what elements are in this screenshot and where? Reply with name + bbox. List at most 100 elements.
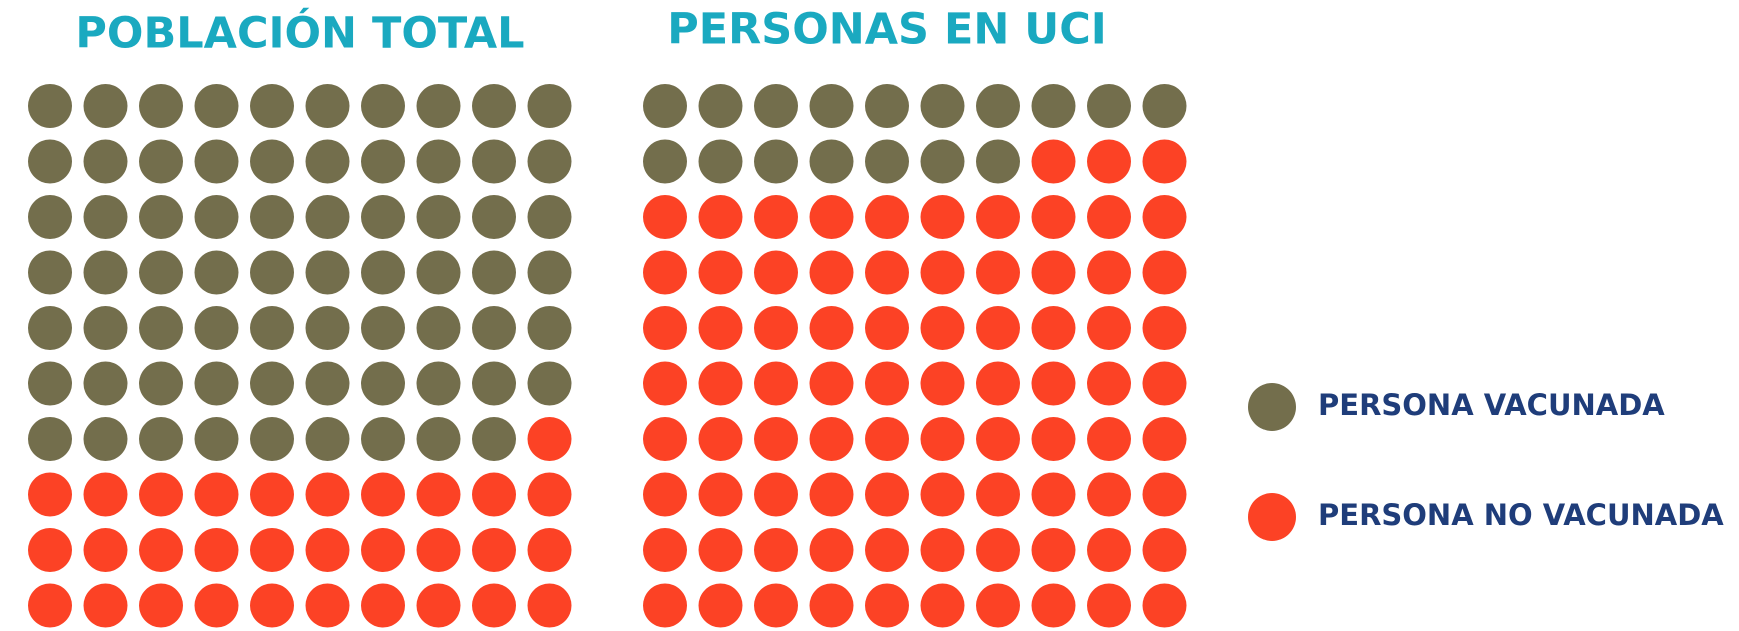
- waffle-dot: [472, 583, 516, 628]
- waffle-dot: [643, 139, 687, 184]
- waffle-dot: [28, 195, 72, 239]
- waffle-dot: [1031, 583, 1076, 628]
- waffle-dot: [1142, 361, 1187, 406]
- waffle-dot: [361, 84, 405, 128]
- waffle-dot: [83, 583, 128, 628]
- waffle-dot: [305, 306, 350, 350]
- waffle-dot: [1142, 583, 1187, 628]
- waffle-dot: [1142, 250, 1187, 295]
- waffle-dot: [698, 84, 743, 128]
- waffle-dot: [698, 139, 743, 184]
- waffle-dot: [1031, 306, 1076, 350]
- waffle-dot: [1087, 361, 1131, 406]
- waffle-dot: [527, 195, 572, 239]
- waffle-dot: [754, 417, 798, 461]
- waffle-dot: [527, 139, 572, 184]
- waffle-dot: [920, 472, 965, 517]
- waffle-dot: [472, 306, 516, 350]
- waffle-dot: [1087, 528, 1131, 572]
- waffle-dot: [754, 472, 798, 517]
- waffle-dot: [865, 250, 909, 295]
- waffle-dot: [809, 84, 854, 128]
- waffle-dot: [83, 139, 128, 184]
- waffle-dot: [976, 139, 1020, 184]
- waffle-dot: [976, 306, 1020, 350]
- waffle-dot: [976, 361, 1020, 406]
- waffle-dot: [28, 472, 72, 517]
- waffle-dot: [527, 417, 572, 461]
- waffle-dot: [139, 472, 183, 517]
- waffle-dot: [305, 361, 350, 406]
- waffle-dot: [83, 472, 128, 517]
- waffle-dot: [643, 528, 687, 572]
- waffle-dot: [1142, 84, 1187, 128]
- waffle-dot: [416, 583, 461, 628]
- waffle-dot: [527, 84, 572, 128]
- waffle-dot: [472, 472, 516, 517]
- waffle-dot: [194, 84, 239, 128]
- waffle-dot: [139, 195, 183, 239]
- waffle-dot: [139, 306, 183, 350]
- waffle-dot: [416, 361, 461, 406]
- waffle-dot: [865, 583, 909, 628]
- waffle-dot: [416, 528, 461, 572]
- waffle-dot: [250, 528, 294, 572]
- waffle-dot: [250, 195, 294, 239]
- waffle-dot: [361, 306, 405, 350]
- waffle-dot: [194, 139, 239, 184]
- waffle-dot: [1087, 583, 1131, 628]
- waffle-dot: [698, 472, 743, 517]
- waffle-dot: [809, 583, 854, 628]
- waffle-dot: [361, 250, 405, 295]
- waffle-dot: [305, 528, 350, 572]
- waffle-dot: [920, 84, 965, 128]
- waffle-dot: [643, 417, 687, 461]
- waffle-dot: [472, 528, 516, 572]
- waffle-dot: [809, 306, 854, 350]
- waffle-dot: [1087, 472, 1131, 517]
- waffle-dot: [809, 195, 854, 239]
- waffle-dot: [305, 417, 350, 461]
- waffle-dot: [83, 417, 128, 461]
- waffle-dot: [527, 361, 572, 406]
- waffle-dot: [865, 361, 909, 406]
- waffle-dot: [361, 361, 405, 406]
- waffle-dot: [698, 250, 743, 295]
- waffle-dot: [361, 583, 405, 628]
- waffle-dot: [472, 361, 516, 406]
- waffle-dot: [250, 306, 294, 350]
- waffle-dot: [754, 583, 798, 628]
- waffle-dot: [527, 250, 572, 295]
- waffle-dot: [472, 139, 516, 184]
- waffle-dot: [643, 250, 687, 295]
- waffle-dot: [83, 250, 128, 295]
- waffle-dot: [28, 417, 72, 461]
- waffle-dot: [698, 361, 743, 406]
- waffle-dot: [83, 84, 128, 128]
- waffle-dot: [139, 417, 183, 461]
- waffle-dot: [809, 528, 854, 572]
- waffle-dot: [920, 306, 965, 350]
- waffle-dot: [250, 417, 294, 461]
- waffle-dot: [754, 84, 798, 128]
- waffle-dot: [28, 250, 72, 295]
- waffle-dot: [416, 417, 461, 461]
- waffle-dot: [83, 195, 128, 239]
- waffle-dot: [305, 139, 350, 184]
- waffle-dot: [361, 139, 405, 184]
- waffle-dot: [194, 195, 239, 239]
- waffle-dot: [305, 250, 350, 295]
- waffle-dot: [416, 139, 461, 184]
- waffle-dot: [1142, 139, 1187, 184]
- waffle-dot: [1087, 306, 1131, 350]
- waffle-dot: [1031, 250, 1076, 295]
- waffle-dot: [250, 583, 294, 628]
- waffle-dot: [416, 84, 461, 128]
- waffle-dot: [1087, 417, 1131, 461]
- waffle-dot: [865, 84, 909, 128]
- waffle-dot: [809, 361, 854, 406]
- waffle-dot: [698, 528, 743, 572]
- waffle-dot: [920, 139, 965, 184]
- waffle-dot: [139, 528, 183, 572]
